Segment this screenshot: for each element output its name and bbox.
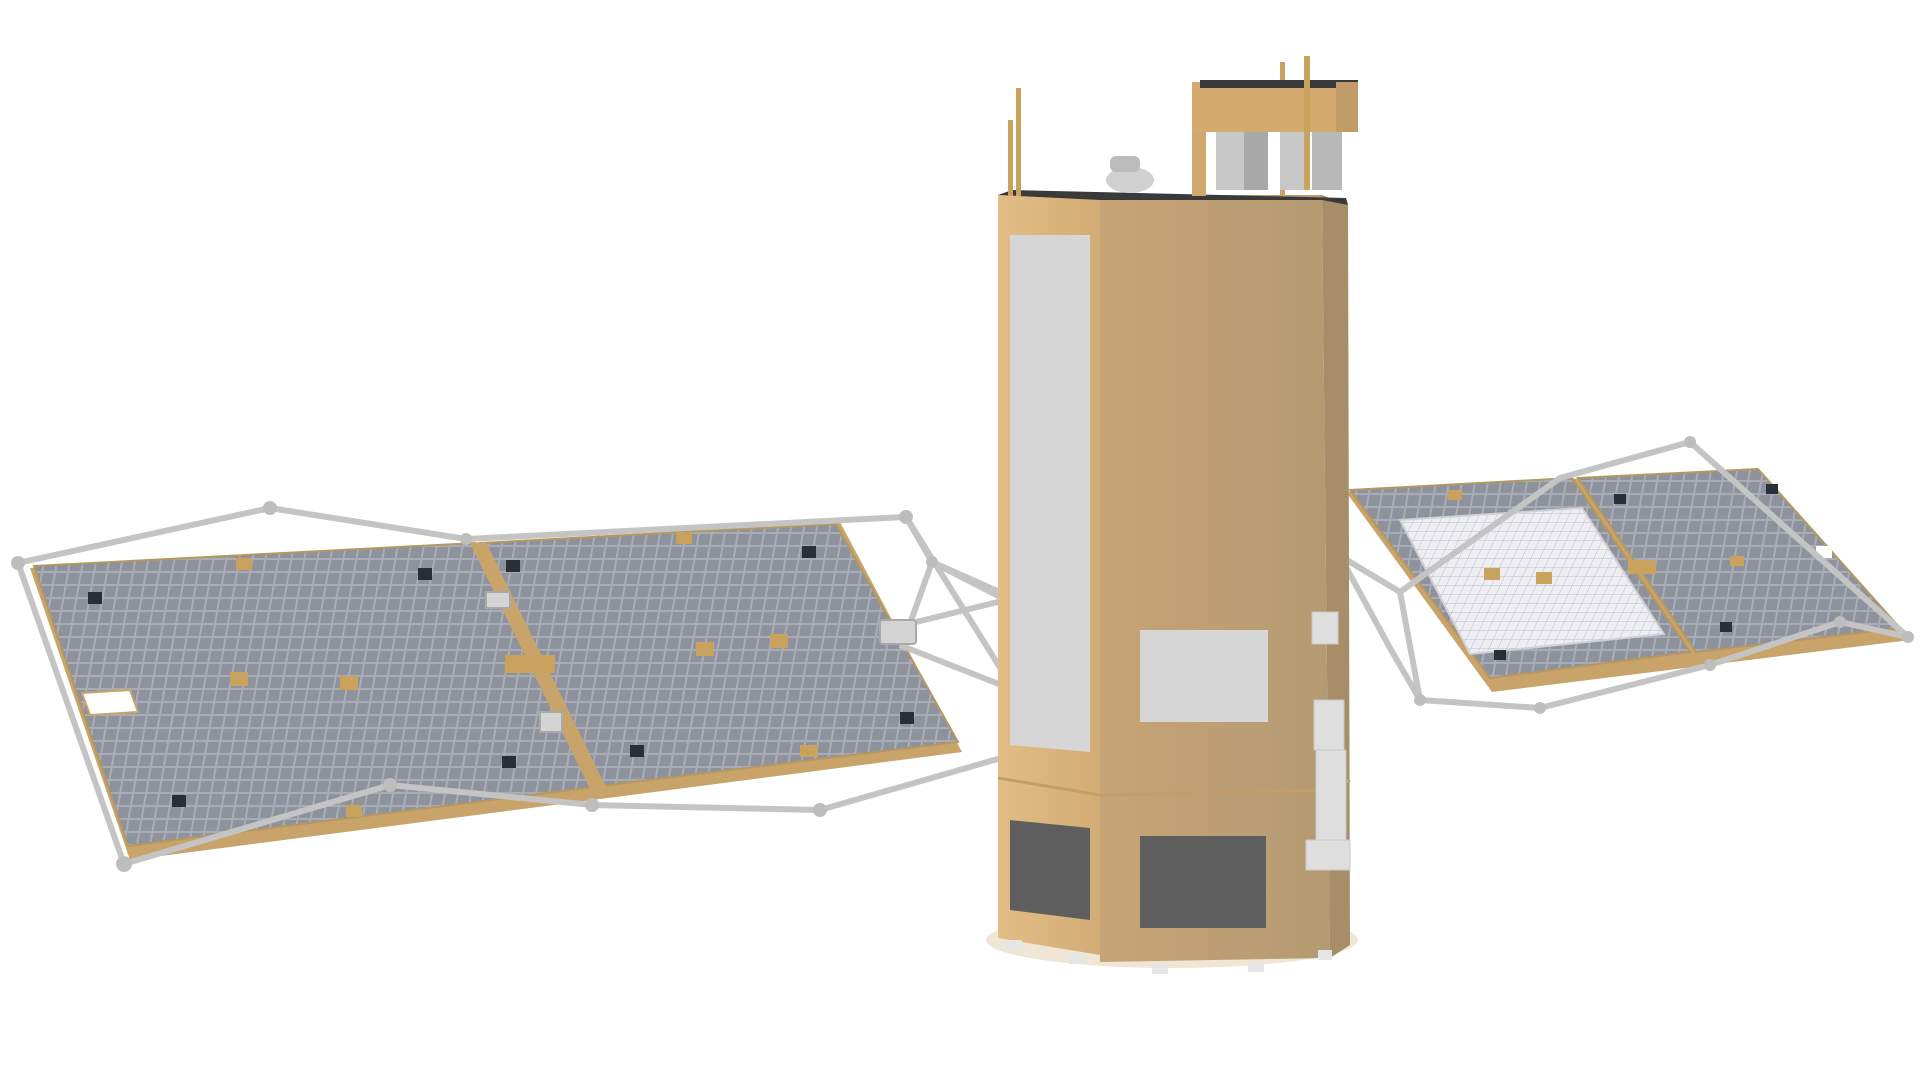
right-truss-brace bbox=[1337, 553, 1423, 703]
antenna-left-tall bbox=[1016, 88, 1021, 196]
right-solar-array bbox=[1346, 467, 1910, 692]
radiator-side-light bbox=[1140, 630, 1268, 722]
right-truss-link bbox=[1397, 475, 1563, 595]
bus-body bbox=[986, 190, 1358, 974]
left-array-dark-pads bbox=[88, 546, 914, 807]
star-tracker-lens bbox=[1110, 156, 1140, 172]
radiator-side-dark bbox=[1140, 836, 1266, 928]
instrument-mast-post bbox=[1304, 56, 1310, 190]
right-array-pads bbox=[1448, 490, 1744, 584]
instrument-frame-top bbox=[1192, 82, 1358, 132]
left-array-notch bbox=[80, 688, 140, 717]
left-truss-edge bbox=[15, 560, 127, 867]
right-array-dark-pads bbox=[1494, 484, 1778, 660]
hinge-blocks bbox=[485, 591, 917, 733]
bus-side-face bbox=[1100, 195, 1330, 962]
left-array-pads bbox=[230, 532, 818, 817]
instrument-top-plate bbox=[1200, 80, 1358, 88]
instrument-frame-side bbox=[1336, 82, 1358, 132]
side-equipment-boxes bbox=[1305, 611, 1351, 871]
left-truss-brace-2 bbox=[903, 514, 1017, 693]
left-solar-array bbox=[30, 522, 962, 860]
instrument-cylinders bbox=[1216, 132, 1342, 190]
radiator-front-light bbox=[1010, 235, 1090, 752]
bus-feet bbox=[1006, 940, 1332, 974]
bus-top-plate bbox=[998, 190, 1348, 205]
radiator-front-dark bbox=[1010, 820, 1090, 920]
star-tracker bbox=[1106, 167, 1154, 193]
top-instrument-mast bbox=[1008, 56, 1358, 196]
antenna-left-short bbox=[1008, 120, 1013, 196]
